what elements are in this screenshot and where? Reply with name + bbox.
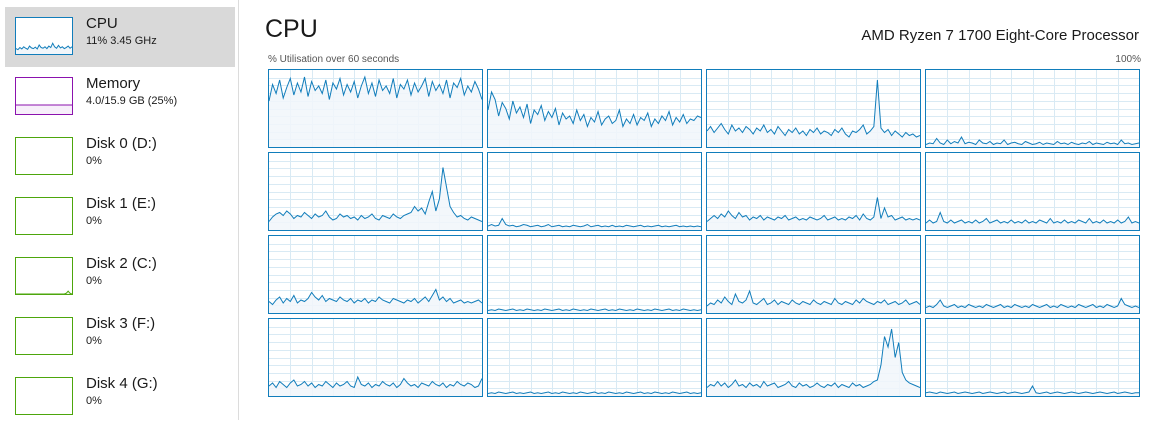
utilisation-area xyxy=(488,92,701,147)
sidebar-thumbnail-area xyxy=(16,43,72,54)
sidebar-item-cpu[interactable]: CPU 11% 3.45 GHz xyxy=(5,7,235,67)
sidebar-thumbnail-area xyxy=(16,105,72,114)
sidebar-item-title: Disk 3 (F:) xyxy=(86,315,156,332)
utilisation-line xyxy=(926,211,1139,224)
sidebar-thumbnail-graph xyxy=(15,317,73,355)
utilisation-line xyxy=(926,135,1139,146)
utilisation-area xyxy=(707,329,920,396)
sidebar-item-disk3[interactable]: Disk 3 (F:) 0% xyxy=(5,307,235,367)
sidebar-item-title: Disk 2 (C:) xyxy=(86,255,157,272)
logical-processor-graph xyxy=(925,69,1140,148)
utilisation-area xyxy=(926,212,1139,230)
sidebar-item-value: 0% xyxy=(86,215,102,227)
utilisation-line xyxy=(707,197,920,222)
sidebar-thumbnail-graph xyxy=(15,257,73,295)
sidebar-item-value: 0% xyxy=(86,395,102,407)
utilisation-area xyxy=(269,77,482,147)
sidebar-thumbnail-graph xyxy=(15,77,73,115)
logical-processor-graph xyxy=(268,69,483,148)
utilisation-line xyxy=(269,167,482,222)
logical-processor-graph xyxy=(487,152,702,231)
sidebar-item-disk0[interactable]: Disk 0 (D:) 0% xyxy=(5,127,235,187)
utilisation-area xyxy=(269,167,482,230)
page-title: CPU xyxy=(265,15,318,43)
utilisation-line xyxy=(488,391,701,395)
sidebar-item-value: 4.0/15.9 GB (25%) xyxy=(86,95,178,107)
sidebar-thumbnail-graph xyxy=(15,137,73,175)
sidebar-item-value: 0% xyxy=(86,335,102,347)
sidebar-item-disk4[interactable]: Disk 4 (G:) 0% xyxy=(5,367,235,427)
max-percent-label: 100% xyxy=(1115,54,1141,65)
utilisation-line xyxy=(488,90,701,129)
utilisation-line xyxy=(488,217,701,228)
utilisation-area xyxy=(926,298,1139,313)
logical-processor-graph xyxy=(487,235,702,314)
utilisation-axis-label: % Utilisation over 60 seconds xyxy=(268,54,400,65)
logical-processor-graph xyxy=(268,318,483,397)
utilisation-line xyxy=(707,328,920,389)
processor-name: AMD Ryzen 7 1700 Eight-Core Processor xyxy=(861,27,1139,44)
logical-processor-graph xyxy=(487,69,702,148)
logical-processor-graph xyxy=(706,69,921,148)
logical-processor-graph xyxy=(706,235,921,314)
sidebar-item-title: Disk 4 (G:) xyxy=(86,375,158,392)
utilisation-area xyxy=(926,137,1139,147)
utilisation-area xyxy=(926,386,1139,396)
utilisation-line xyxy=(926,384,1139,395)
sidebar-item-title: Disk 1 (E:) xyxy=(86,195,157,212)
sidebar-item-title: Memory xyxy=(86,75,141,92)
sidebar-thumbnail-line xyxy=(16,290,72,294)
sidebar-thumbnail-line xyxy=(16,42,72,51)
utilisation-line xyxy=(707,289,920,307)
logical-processor-graph xyxy=(925,235,1140,314)
utilisation-line xyxy=(269,375,482,389)
utilisation-area xyxy=(707,291,920,313)
utilisation-area xyxy=(269,289,482,313)
sidebar-item-disk1[interactable]: Disk 1 (E:) 0% xyxy=(5,187,235,247)
logical-processor-graph xyxy=(268,152,483,231)
logical-processor-graph xyxy=(706,152,921,231)
utilisation-line xyxy=(707,79,920,138)
logical-processor-graph xyxy=(706,318,921,397)
utilisation-area xyxy=(707,80,920,147)
sidebar-thumbnail-graph xyxy=(15,377,73,415)
utilisation-line xyxy=(488,308,701,312)
sidebar-item-title: CPU xyxy=(86,15,118,32)
sidebar-thumbnail-graph xyxy=(15,17,73,55)
logical-processor-graph xyxy=(925,152,1140,231)
logical-processor-graph xyxy=(487,318,702,397)
sidebar-thumbnail-graph xyxy=(15,197,73,235)
sidebar-item-disk2[interactable]: Disk 2 (C:) 0% xyxy=(5,247,235,307)
utilisation-line xyxy=(269,288,482,306)
sidebar: CPU 11% 3.45 GHz Memory 4.0/15.9 GB (25%) Di… xyxy=(0,0,239,420)
sidebar-item-value: 11% 3.45 GHz xyxy=(86,35,157,47)
utilisation-area xyxy=(488,218,701,230)
sidebar-item-memory[interactable]: Memory 4.0/15.9 GB (25%) xyxy=(5,67,235,127)
utilisation-line xyxy=(269,75,482,102)
logical-processor-graph xyxy=(925,318,1140,397)
utilisation-line xyxy=(926,297,1139,309)
utilisation-area xyxy=(707,197,920,230)
sidebar-item-value: 0% xyxy=(86,275,102,287)
utilisation-area xyxy=(269,377,482,396)
logical-processor-graph xyxy=(268,235,483,314)
sidebar-item-title: Disk 0 (D:) xyxy=(86,135,157,152)
sidebar-item-value: 0% xyxy=(86,155,102,167)
